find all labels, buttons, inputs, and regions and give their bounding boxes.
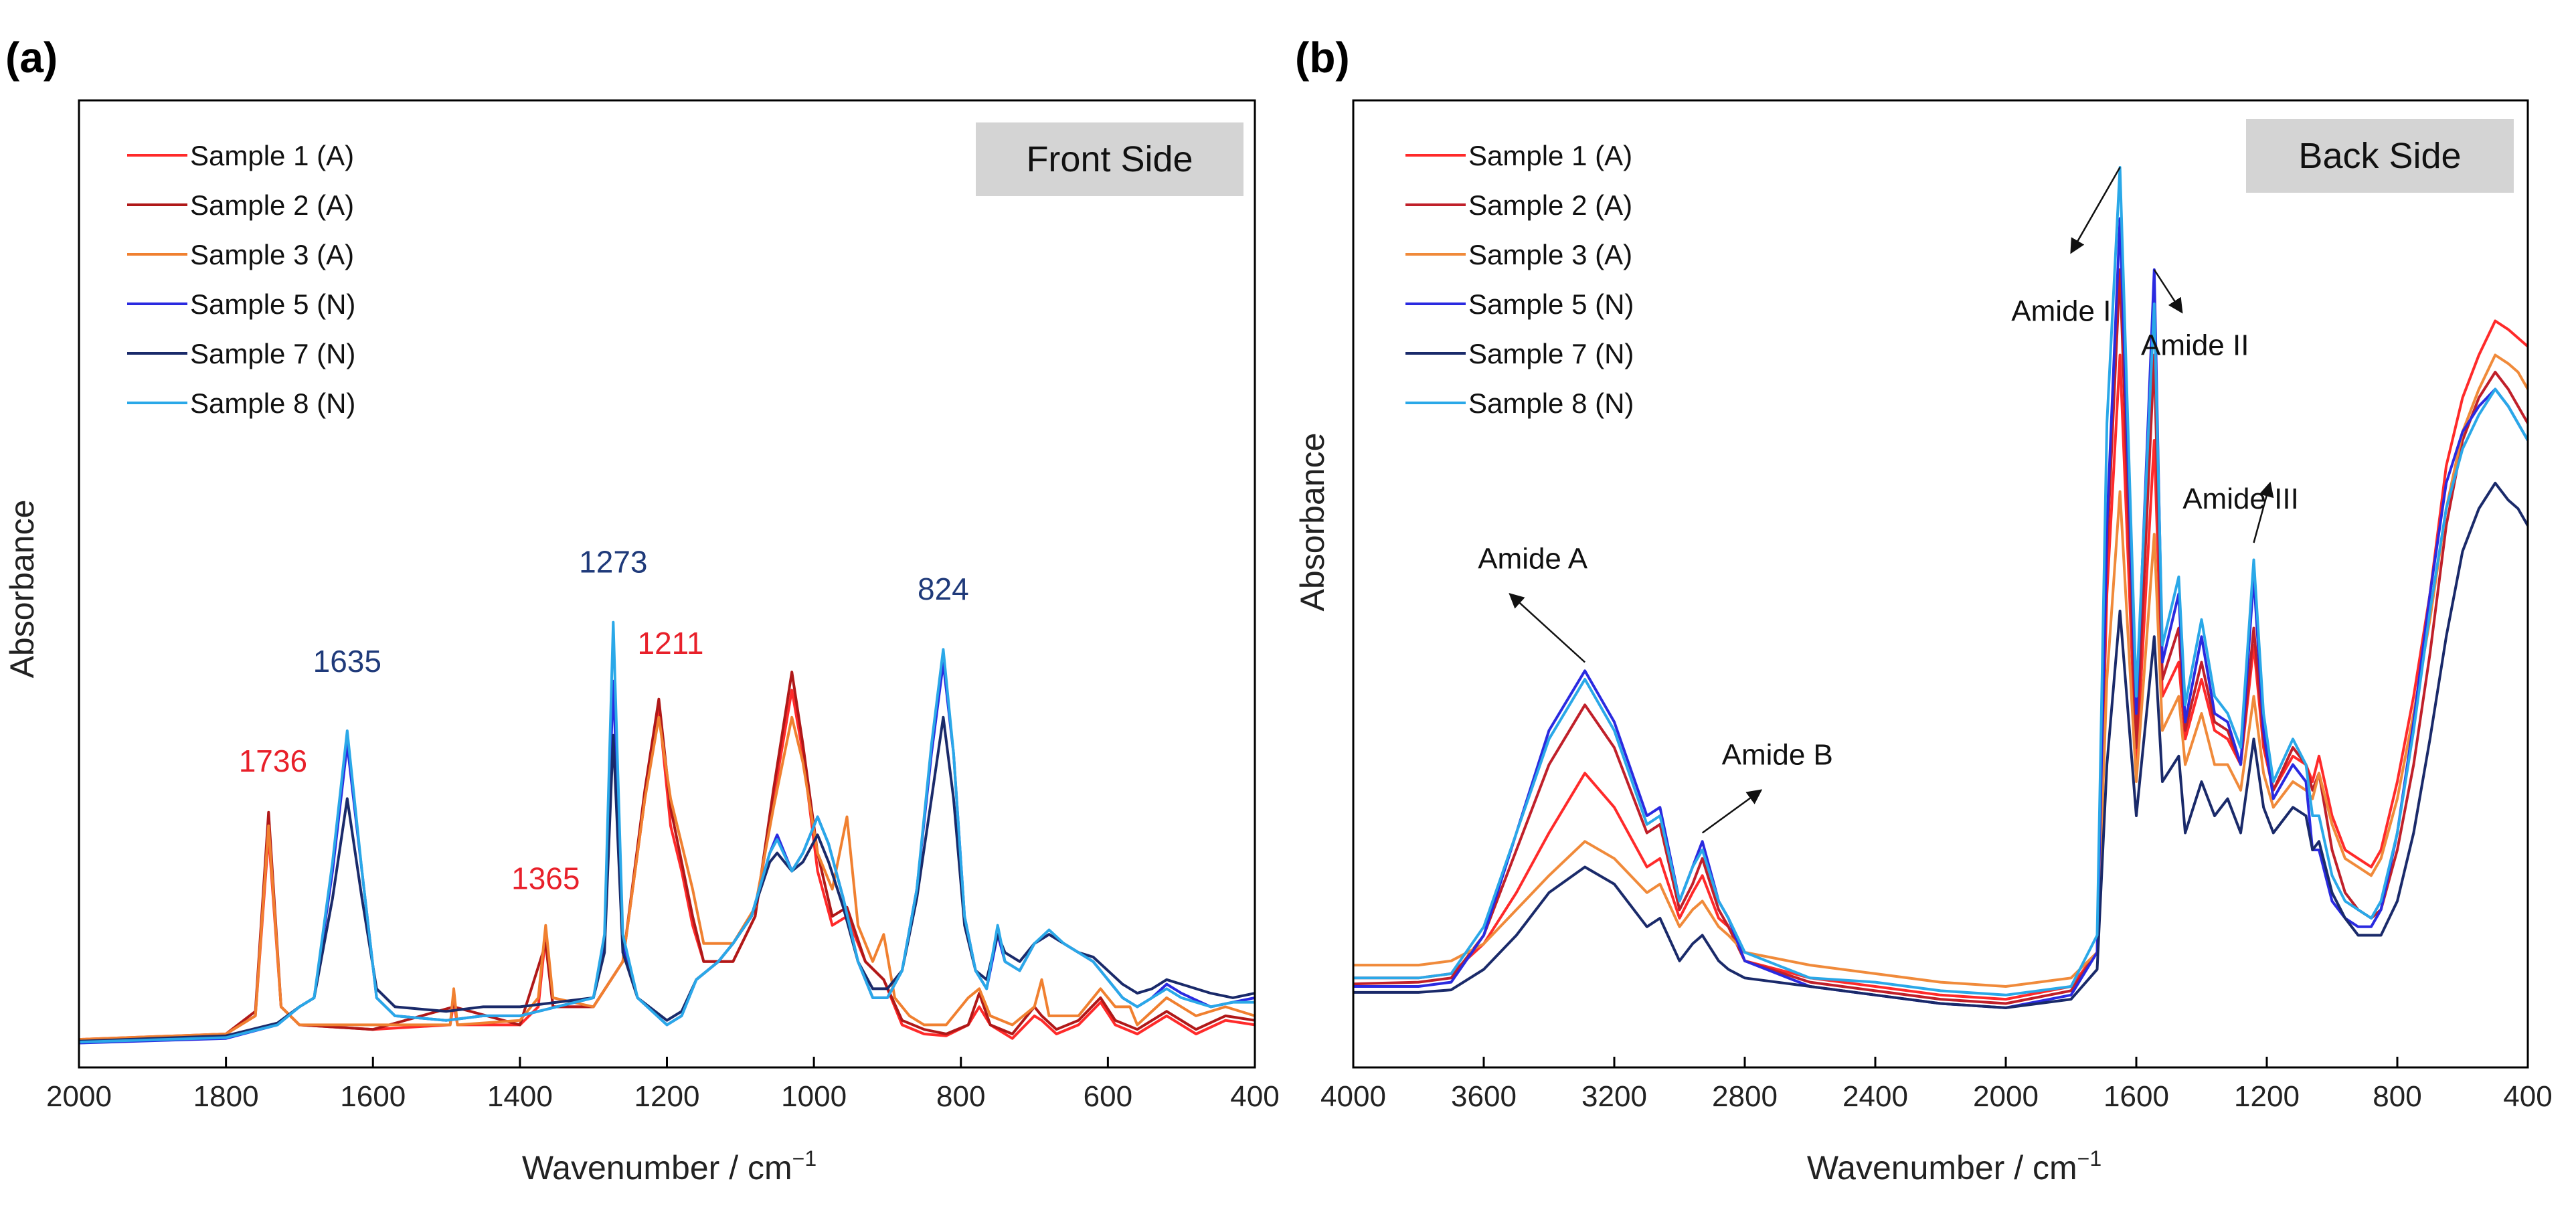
panel-b-label: (b) xyxy=(1295,33,1350,82)
peak-label: 824 xyxy=(918,572,969,606)
x-tick-label: 1800 xyxy=(193,1080,259,1113)
legend-entry: Sample 1 (A) xyxy=(1468,140,1632,171)
spectrum-line xyxy=(1353,166,2529,996)
peak-label: 1365 xyxy=(511,861,580,896)
annotation-arrow xyxy=(2153,269,2183,314)
panel-b-title-box xyxy=(2246,119,2514,193)
spectrum-line xyxy=(1353,319,2529,1001)
x-tick-label: 600 xyxy=(1084,1080,1132,1113)
x-tick-label: 3600 xyxy=(1451,1080,1517,1113)
x-tick-label: 2800 xyxy=(1712,1080,1778,1113)
legend-entry: Sample 3 (A) xyxy=(1468,239,1632,270)
panel-a-x-axis-title: Wavenumber / cm−1 xyxy=(522,1146,817,1187)
panel-a-front-side: (a) Absorbance Wavenumber / cm−1 Front S… xyxy=(3,33,1280,1187)
x-tick-label: 400 xyxy=(2503,1080,2552,1113)
legend-entry: Sample 1 (A) xyxy=(190,140,354,171)
x-tick-label: 4000 xyxy=(1320,1080,1386,1113)
spectrum-line xyxy=(1353,353,2529,988)
spectrum-line xyxy=(1353,217,2529,1009)
peak-label: 1273 xyxy=(579,544,647,579)
band-label: Amide I xyxy=(2011,295,2111,328)
annotation-arrow xyxy=(1701,789,1763,834)
spectrum-line xyxy=(1353,268,2529,1005)
spectrum-line xyxy=(78,620,1255,1044)
legend-entry: Sample 7 (N) xyxy=(190,338,355,369)
annotation-arrow xyxy=(2070,167,2121,254)
x-tick-label: 400 xyxy=(1230,1080,1279,1113)
panel-b-y-axis-title: Absorbance xyxy=(1294,433,1331,612)
panel-b-back-side: (b) Absorbance Wavenumber / cm−1 Back Si… xyxy=(1294,33,2553,1187)
peak-label: 1635 xyxy=(313,644,381,679)
x-tick-label: 800 xyxy=(936,1080,985,1113)
spectrum-line xyxy=(78,715,1256,1041)
spectrum-line xyxy=(78,689,1256,1041)
x-tick-label: 1600 xyxy=(2103,1080,2169,1113)
x-tick-label: 1200 xyxy=(2234,1080,2300,1113)
x-tick-label: 3200 xyxy=(1581,1080,1647,1113)
panel-a-x-ticks: 2000 1800 1600 1400 1200 1000 800 600 400 xyxy=(46,1057,1280,1113)
peak-label: 1736 xyxy=(239,744,307,778)
panel-a-y-axis-title: Absorbance xyxy=(3,500,41,679)
panel-a-spectra xyxy=(78,620,1256,1045)
annotation-arrow xyxy=(2253,481,2274,543)
legend-entry: Sample 5 (N) xyxy=(1468,288,1634,320)
legend-entry: Sample 2 (A) xyxy=(190,189,354,221)
peak-label: 1211 xyxy=(638,626,704,661)
x-tick-label: 2000 xyxy=(46,1080,112,1113)
x-tick-label: 1600 xyxy=(340,1080,406,1113)
legend-entry: Sample 8 (N) xyxy=(190,387,355,419)
annotation-arrow xyxy=(1509,592,1585,663)
x-tick-label: 1400 xyxy=(487,1080,553,1113)
legend-entry: Sample 2 (A) xyxy=(1468,189,1632,221)
band-label: Amide II xyxy=(2141,329,2249,362)
band-label: Amide B xyxy=(1722,739,1833,772)
x-tick-label: 1000 xyxy=(781,1080,847,1113)
band-label: Amide A xyxy=(1478,542,1588,575)
panel-b-x-axis-title: Wavenumber / cm−1 xyxy=(1807,1146,2101,1187)
panel-b-plot-frame xyxy=(1352,99,2529,1069)
panel-b-spectra xyxy=(1353,166,2529,1009)
x-tick-label: 2400 xyxy=(1842,1080,1908,1113)
panel-a-title-box xyxy=(976,122,1243,196)
legend-entry: Sample 5 (N) xyxy=(190,288,355,320)
panel-b-legend: Sample 1 (A) Sample 2 (A) Sample 3 (A) Samp… xyxy=(1405,140,1634,419)
x-tick-label: 800 xyxy=(2373,1080,2421,1113)
legend-entry: Sample 8 (N) xyxy=(1468,387,1634,419)
legend-entry: Sample 7 (N) xyxy=(1468,338,1634,369)
legend-entry: Sample 3 (A) xyxy=(190,239,354,270)
panel-a-label: (a) xyxy=(5,33,58,82)
panel-a-peak-labels: 1736 1635 1365 1273 1211 824 xyxy=(239,544,969,895)
x-tick-label: 2000 xyxy=(1973,1080,2039,1113)
spectrum-line xyxy=(1353,481,2529,1009)
panel-b-title: Back Side xyxy=(2298,136,2461,176)
panel-a-plot-frame xyxy=(78,99,1256,1069)
panel-b-x-ticks: 4000 3600 3200 2800 2400 2000 1600 1200 800 400 xyxy=(1320,1057,2553,1113)
x-tick-label: 1200 xyxy=(634,1080,700,1113)
spectrum-line xyxy=(78,671,1256,1042)
spectrum-line xyxy=(78,661,1256,1045)
panel-a-legend: Sample 1 (A) Sample 2 (A) Sample 3 (A) Samp… xyxy=(127,140,355,419)
panel-a-title: Front Side xyxy=(1026,139,1193,179)
band-label: Amide III xyxy=(2182,483,2299,515)
panel-b-band-labels: Amide A Amide B Amide I Amide II Amide III xyxy=(1478,167,2299,834)
